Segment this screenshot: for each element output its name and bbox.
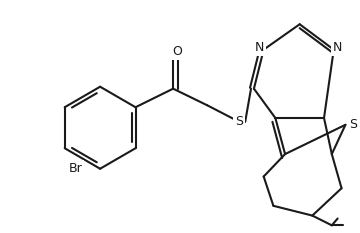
Text: Br: Br: [69, 162, 82, 175]
Text: N: N: [333, 41, 342, 54]
Text: O: O: [172, 45, 182, 58]
Text: S: S: [349, 118, 357, 131]
Text: S: S: [235, 115, 243, 128]
Text: N: N: [255, 41, 265, 54]
